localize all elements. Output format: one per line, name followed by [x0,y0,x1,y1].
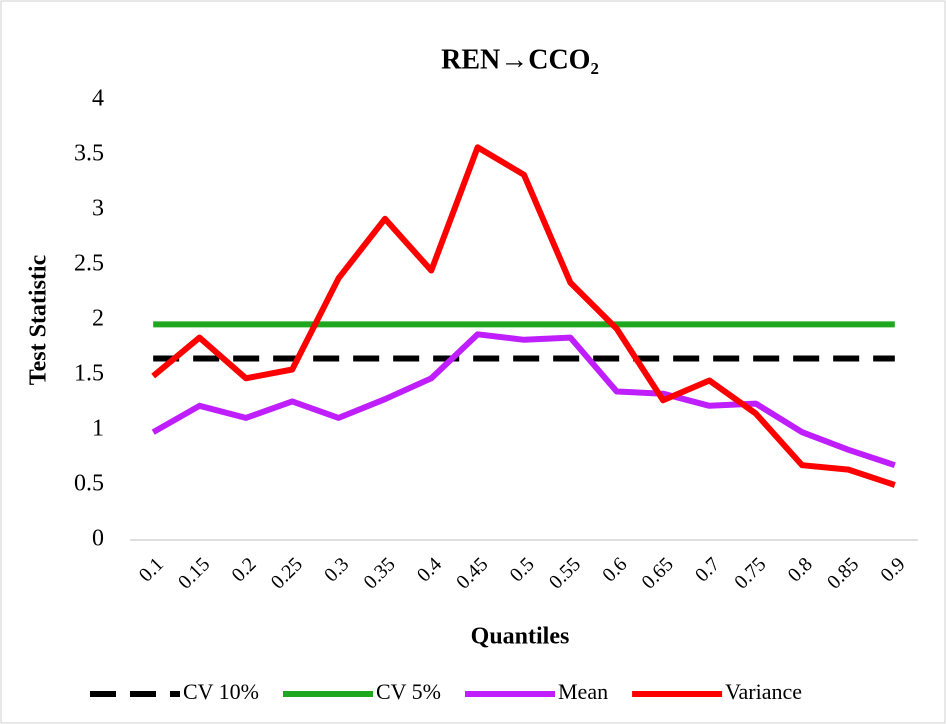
y-axis-label: Test Statistic [26,254,52,385]
y-tick-label: 3.5 [74,141,104,167]
y-tick-label: 2 [92,306,104,332]
y-tick-label: 0 [92,526,104,552]
x-axis-label: Quantiles [471,624,570,650]
y-tick-label: 1.5 [74,361,104,387]
y-tick-label: 3 [92,196,104,222]
series-line [151,144,896,488]
y-tick-label: 2.5 [74,251,104,277]
y-tick-label: 1 [92,416,104,442]
y-tick-label: 4 [92,86,104,112]
series-line [151,331,896,469]
legend-label: Mean [558,679,608,704]
legend-label: Variance [725,679,802,704]
y-tick-label: 0.5 [74,471,104,497]
chart-title: REN→CCO₂ [441,44,599,75]
legend-label: CV 10% [183,679,259,704]
legend-label: CV 5% [376,679,441,704]
